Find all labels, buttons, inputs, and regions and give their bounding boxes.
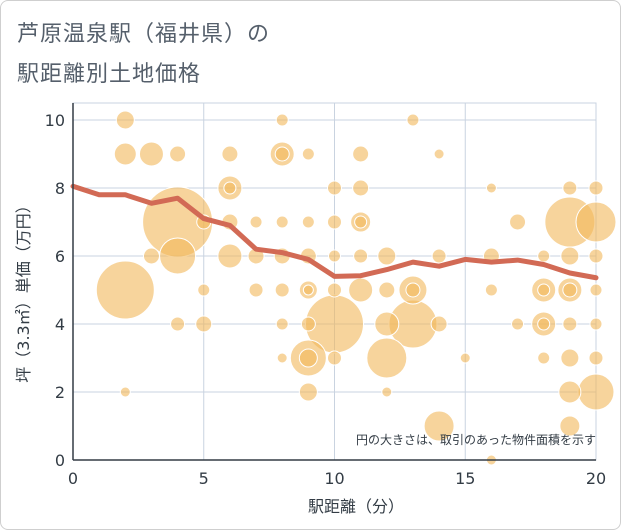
data-bubble [274, 146, 290, 162]
data-bubble [298, 382, 318, 402]
data-bubble [275, 317, 289, 331]
data-bubble [301, 215, 315, 229]
data-bubble [560, 246, 580, 266]
average-price-line [70, 183, 599, 281]
data-bubble [406, 113, 420, 127]
data-bubble [537, 283, 551, 297]
bubble-layer [95, 110, 617, 466]
data-bubble [197, 283, 211, 297]
data-bubble [562, 282, 578, 298]
y-tick-label: 6 [55, 247, 65, 266]
x-tick-label: 20 [586, 469, 606, 488]
data-bubble [588, 248, 604, 264]
data-bubble [537, 249, 551, 263]
trend-line-layer [70, 183, 599, 281]
data-bubble [115, 110, 135, 130]
x-tick-label: 15 [455, 469, 475, 488]
data-bubble [560, 348, 580, 368]
x-tick-label: 10 [324, 469, 344, 488]
data-bubble [95, 260, 155, 320]
data-bubble [353, 248, 369, 264]
data-bubble [276, 352, 288, 364]
data-bubble [588, 180, 604, 196]
data-bubble [562, 316, 578, 332]
data-bubble [509, 213, 527, 231]
size-note: 円の大きさは、取引のあった物件面積を示す [356, 432, 596, 447]
data-bubble [275, 215, 289, 229]
data-bubble [159, 237, 197, 275]
data-bubble [430, 315, 448, 333]
y-tick-label: 8 [55, 179, 65, 198]
data-bubble [223, 181, 237, 195]
data-bubble [195, 315, 213, 333]
x-tick-label: 5 [199, 469, 209, 488]
data-bubble [352, 179, 370, 197]
data-bubble [511, 317, 525, 331]
data-bubble [169, 145, 187, 163]
data-bubble [559, 415, 581, 437]
y-tick-label: 10 [45, 111, 65, 130]
data-bubble [217, 243, 243, 269]
y-tick-label: 2 [55, 383, 65, 402]
data-bubble [328, 249, 341, 263]
data-bubble [589, 317, 603, 331]
y-tick-label: 4 [55, 315, 65, 334]
data-bubble [327, 180, 342, 196]
data-bubble [302, 284, 314, 296]
data-bubble [298, 348, 318, 368]
data-bubble [327, 350, 342, 366]
data-bubble [352, 145, 370, 163]
data-bubble [301, 147, 315, 161]
data-bubble [249, 215, 263, 229]
data-bubble [575, 201, 617, 243]
data-bubble [348, 277, 374, 303]
data-bubble [588, 350, 604, 366]
data-bubble [274, 282, 290, 298]
data-bubble [354, 215, 368, 229]
data-bubble [300, 316, 316, 332]
data-bubble [459, 352, 471, 364]
data-bubble [431, 248, 447, 264]
data-bubble [327, 214, 342, 230]
data-bubble [327, 282, 342, 298]
data-bubble [589, 283, 603, 297]
data-bubble [142, 247, 160, 265]
data-bubble [562, 180, 578, 196]
data-bubble [366, 337, 408, 379]
data-bubble [275, 113, 289, 127]
data-bubble [484, 283, 498, 297]
data-bubble [405, 282, 421, 298]
data-bubble [381, 386, 393, 398]
data-bubble [138, 141, 164, 167]
data-bubble [423, 410, 455, 442]
data-bubble [537, 351, 551, 365]
x-axis-label: 駅距離（分） [308, 497, 404, 516]
data-bubble [537, 317, 551, 331]
y-axis-label: 坪（3.3㎡）単価（万円） [14, 197, 33, 382]
data-bubble [248, 282, 264, 298]
data-bubble [221, 145, 239, 163]
data-bubble [558, 380, 582, 404]
data-bubble [377, 246, 397, 266]
chart-title-line2: 駅距離別土地価格 [17, 62, 202, 87]
chart-title-line1: 芦原温泉駅（福井県）の [17, 22, 271, 47]
data-bubble [433, 148, 445, 160]
axes: 0 5 10 15 20 0 2 4 6 8 10 [45, 103, 606, 488]
data-bubble [119, 386, 131, 398]
x-tick-label: 0 [68, 469, 78, 488]
data-bubble [170, 316, 186, 332]
data-bubble [374, 311, 400, 337]
y-tick-label: 0 [55, 451, 65, 470]
data-bubble [577, 373, 615, 411]
data-bubble [113, 142, 137, 166]
data-bubble [378, 281, 396, 299]
data-bubble [485, 182, 497, 194]
